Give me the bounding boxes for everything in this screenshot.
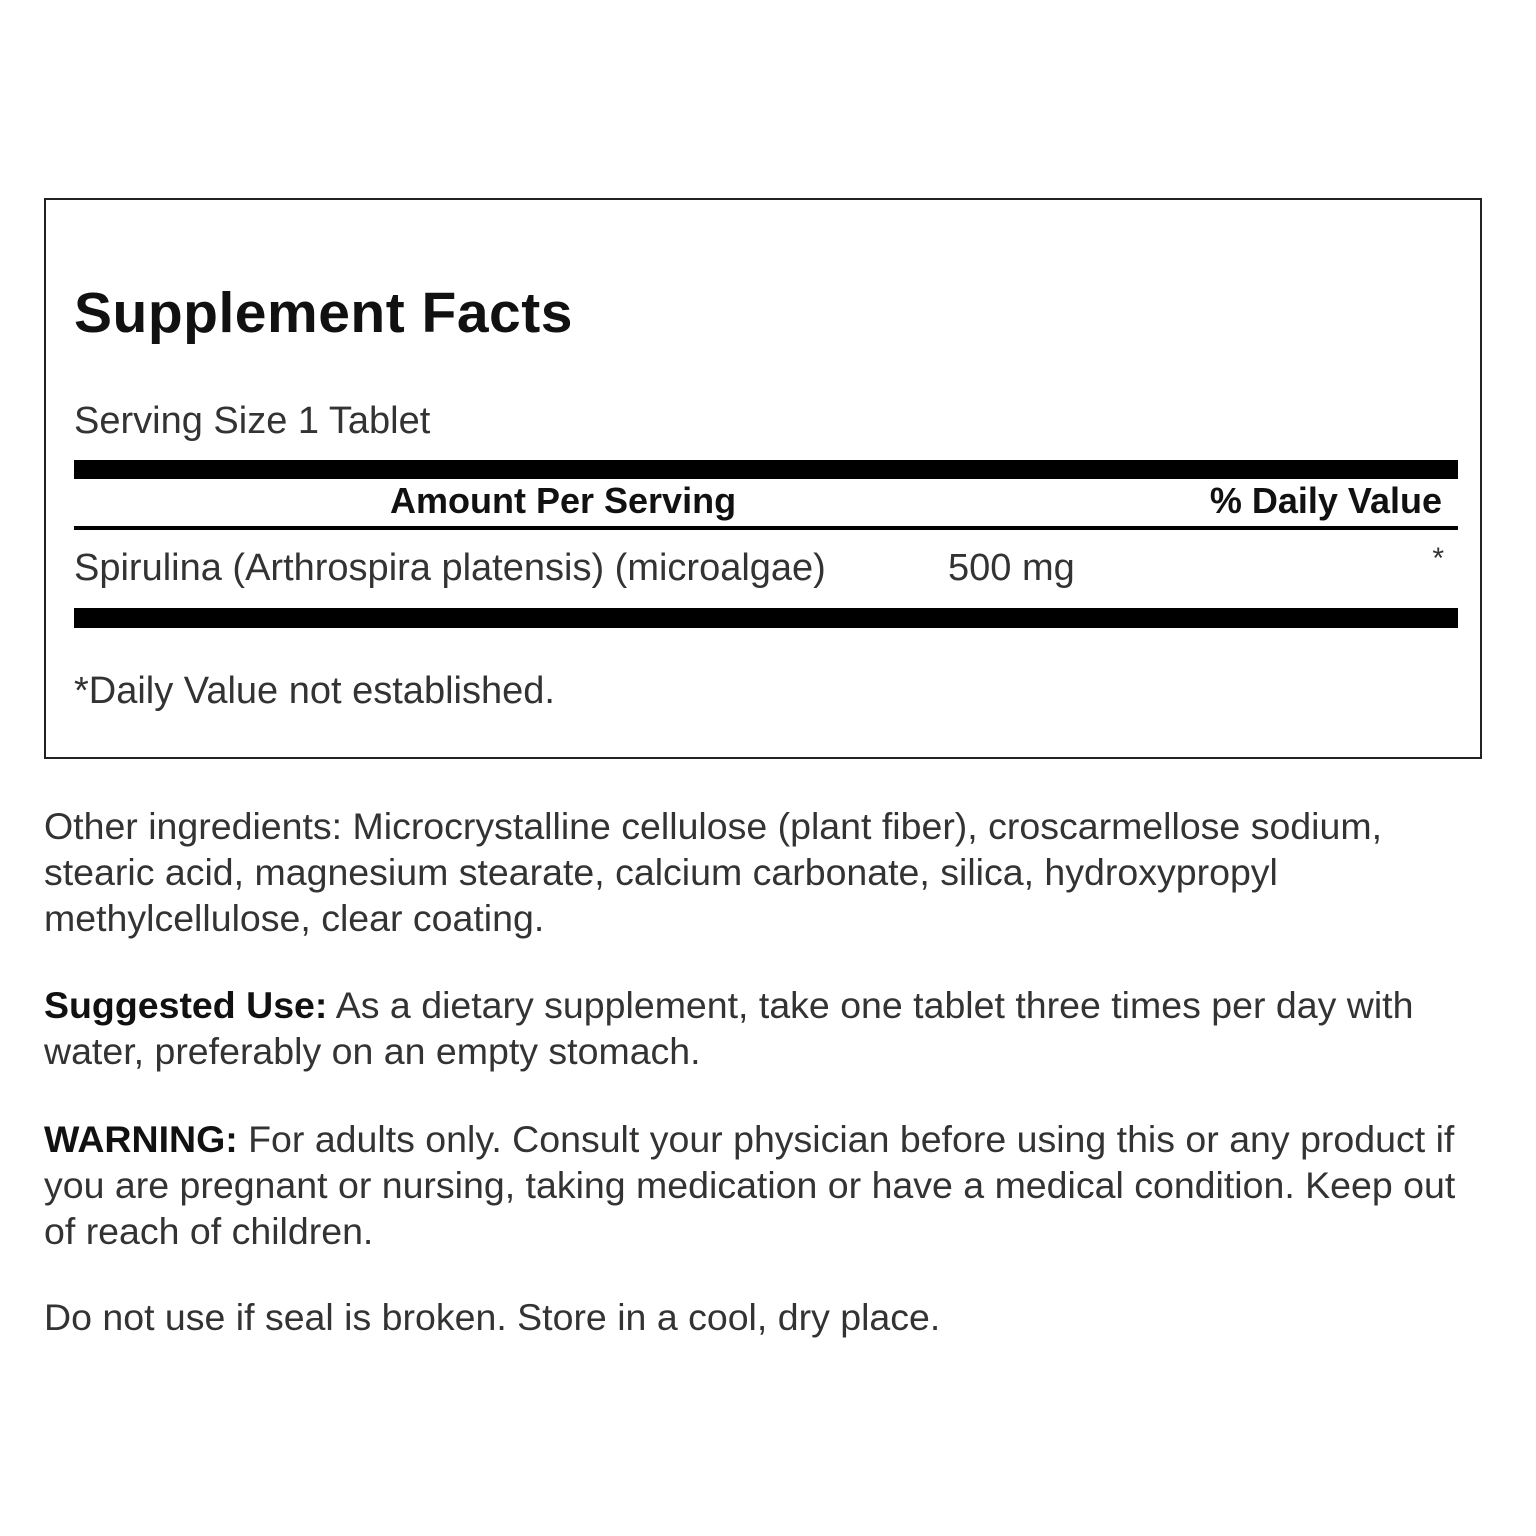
amount-per-serving-header: Amount Per Serving: [390, 480, 737, 521]
thick-divider: [74, 460, 1458, 479]
ingredient-daily-value: *: [1432, 542, 1444, 575]
warning-label: WARNING:: [44, 1118, 238, 1160]
supplement-facts-panel: Supplement Facts Serving Size 1 Tablet A…: [44, 198, 1482, 759]
ingredient-amount: 500 mg: [948, 547, 1075, 589]
thick-divider: [74, 608, 1458, 628]
ingredient-name: Spirulina (Arthrospira platensis) (micro…: [74, 547, 826, 589]
warning: WARNING: For adults only. Consult your p…: [44, 1116, 1484, 1254]
serving-size: Serving Size 1 Tablet: [74, 400, 431, 442]
suggested-use-text: As a dietary supplement, take one tablet…: [44, 984, 1414, 1072]
daily-value-header: % Daily Value: [1209, 480, 1442, 521]
panel-title: Supplement Facts: [74, 281, 573, 345]
footnote: *Daily Value not established.: [74, 670, 555, 712]
warning-text: For adults only. Consult your physician …: [44, 1118, 1456, 1252]
suggested-use: Suggested Use: As a dietary supplement, …: [44, 982, 1484, 1074]
thin-divider: [74, 526, 1458, 530]
storage-instructions: Do not use if seal is broken. Store in a…: [44, 1296, 941, 1338]
suggested-use-label: Suggested Use:: [44, 984, 328, 1026]
other-ingredients: Other ingredients: Microcrystalline cell…: [44, 805, 1383, 939]
